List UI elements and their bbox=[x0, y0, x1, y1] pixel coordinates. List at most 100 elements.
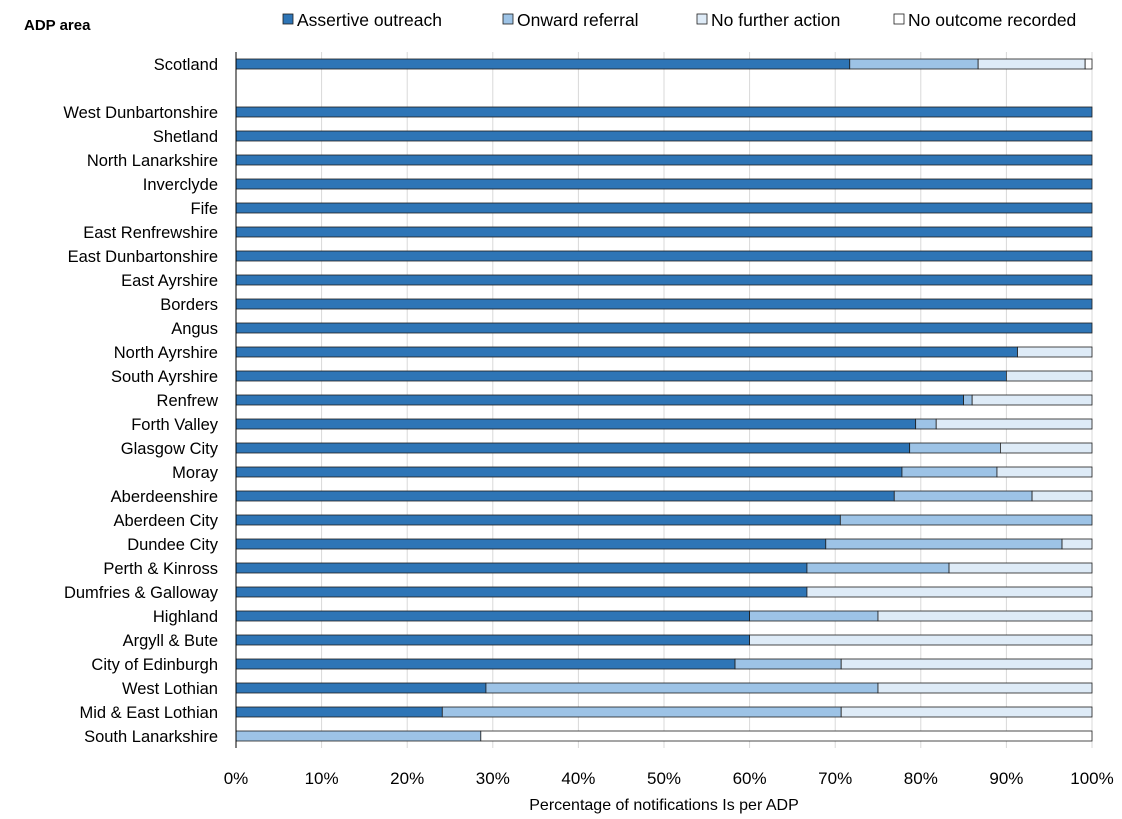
legend-swatch bbox=[696, 13, 708, 25]
bar-segment bbox=[977, 58, 1086, 70]
bar-segment bbox=[485, 682, 879, 694]
bar-segment bbox=[893, 490, 1033, 502]
bar-segment bbox=[235, 610, 750, 622]
bar-segment bbox=[839, 514, 1093, 526]
category-label: East Renfrewshire bbox=[83, 224, 218, 242]
category-label: West Dunbartonshire bbox=[63, 104, 218, 122]
x-tick-label: 10% bbox=[305, 769, 339, 788]
x-axis-title: Percentage of notifications Is per ADP bbox=[529, 797, 798, 814]
category-label: Perth & Kinross bbox=[103, 560, 218, 578]
bar-segment bbox=[1006, 370, 1093, 382]
bar-segment bbox=[480, 730, 1093, 742]
category-label: Dumfries & Galloway bbox=[64, 584, 219, 602]
category-label: Inverclyde bbox=[143, 176, 218, 194]
category-label: East Ayrshire bbox=[121, 272, 218, 290]
category-label: East Dunbartonshire bbox=[68, 248, 218, 266]
bar-segment bbox=[235, 346, 1018, 358]
bar-segment bbox=[749, 610, 879, 622]
bar-segment bbox=[948, 562, 1093, 574]
x-tick-label: 0% bbox=[224, 769, 249, 788]
category-label: Highland bbox=[153, 608, 218, 626]
category-label: Scotland bbox=[154, 56, 218, 74]
category-label: South Ayrshire bbox=[111, 368, 218, 386]
bar-segment bbox=[235, 538, 827, 550]
bar-segment bbox=[235, 322, 1093, 334]
legend-label: Assertive outreach bbox=[297, 10, 442, 30]
bar-segment bbox=[877, 610, 1093, 622]
bar-segment bbox=[935, 418, 1093, 430]
category-label: Glasgow City bbox=[121, 440, 219, 458]
x-tick-label: 40% bbox=[561, 769, 595, 788]
bar-segment bbox=[235, 706, 443, 718]
legend-label: No further action bbox=[711, 10, 840, 30]
x-tick-label: 60% bbox=[733, 769, 767, 788]
bar-segment bbox=[996, 466, 1093, 478]
bar-segment bbox=[235, 130, 1093, 142]
category-label: North Lanarkshire bbox=[87, 152, 218, 170]
category-label: South Lanarkshire bbox=[84, 728, 218, 746]
bar-segment bbox=[235, 730, 482, 742]
y-axis-title: ADP area bbox=[24, 17, 91, 34]
bar-segment bbox=[806, 562, 950, 574]
category-label: North Ayrshire bbox=[114, 344, 218, 362]
bar-segment bbox=[235, 490, 895, 502]
legend-label: Onward referral bbox=[517, 10, 639, 30]
category-label: Aberdeenshire bbox=[111, 488, 218, 506]
bar-segment bbox=[235, 298, 1093, 310]
bar-segment bbox=[877, 682, 1093, 694]
bar-segment bbox=[734, 658, 842, 670]
bar-segment bbox=[235, 634, 750, 646]
bar-segment bbox=[235, 202, 1093, 214]
bar-segment bbox=[915, 418, 937, 430]
legend-swatch bbox=[893, 13, 905, 25]
x-tick-label: 70% bbox=[818, 769, 852, 788]
bar-segment bbox=[235, 466, 903, 478]
bar-segment bbox=[235, 226, 1093, 238]
bar-segment bbox=[1000, 442, 1093, 454]
category-labels: Scotland West Dunbartonshire Shetland North… bbox=[63, 56, 218, 746]
bar-segment bbox=[235, 106, 1093, 118]
category-label: City of Edinburgh bbox=[91, 656, 218, 674]
bar-segment bbox=[1061, 538, 1093, 550]
x-tick-label: 80% bbox=[904, 769, 938, 788]
category-label: West Lothian bbox=[122, 680, 218, 698]
bar-segment bbox=[840, 706, 1093, 718]
bar-segment bbox=[971, 394, 1093, 406]
legend-swatch bbox=[502, 13, 514, 25]
bars bbox=[235, 58, 1093, 742]
x-tick-label: 20% bbox=[390, 769, 424, 788]
bar-segment bbox=[235, 658, 736, 670]
category-label: Borders bbox=[160, 296, 218, 314]
bar-segment bbox=[235, 154, 1093, 166]
bar-segment bbox=[235, 514, 841, 526]
bar-segment bbox=[235, 178, 1093, 190]
bar-segment bbox=[825, 538, 1063, 550]
category-label: Renfrew bbox=[157, 392, 219, 410]
bar-segment bbox=[235, 442, 911, 454]
category-label: Argyll & Bute bbox=[123, 632, 218, 650]
bar-segment bbox=[441, 706, 842, 718]
bar-segment bbox=[963, 394, 973, 406]
bar-segment bbox=[901, 466, 998, 478]
category-label: Angus bbox=[171, 320, 218, 338]
bar-segment bbox=[235, 562, 808, 574]
bar-segment bbox=[749, 634, 1093, 646]
bar-segment bbox=[806, 586, 1093, 598]
legend-label: No outcome recorded bbox=[908, 10, 1076, 30]
category-label: Dundee City bbox=[127, 536, 219, 554]
bar-segment bbox=[235, 418, 917, 430]
x-tick-label: 100% bbox=[1070, 769, 1113, 788]
bar-segment bbox=[909, 442, 1001, 454]
bar-segment bbox=[235, 682, 487, 694]
category-label: Mid & East Lothian bbox=[80, 704, 219, 722]
category-label: Fife bbox=[190, 200, 218, 218]
bar-segment bbox=[235, 250, 1093, 262]
bar-segment bbox=[235, 58, 851, 70]
bar-segment bbox=[235, 394, 964, 406]
bar-segment bbox=[1084, 58, 1093, 70]
category-label: Aberdeen City bbox=[113, 512, 218, 530]
x-tick-label: 30% bbox=[476, 769, 510, 788]
bar-segment bbox=[235, 370, 1007, 382]
